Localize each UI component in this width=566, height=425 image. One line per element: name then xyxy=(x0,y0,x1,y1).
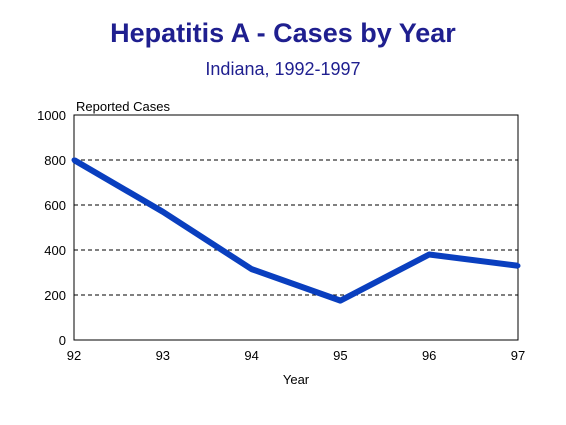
y-axis-label: Reported Cases xyxy=(76,99,170,114)
y-tick-label: 600 xyxy=(44,198,66,213)
x-axis-label: Year xyxy=(283,372,310,387)
y-tick-label: 800 xyxy=(44,153,66,168)
x-tick-label: 97 xyxy=(511,348,525,363)
chart-subtitle: Indiana, 1992-1997 xyxy=(205,59,361,79)
series-line xyxy=(72,157,519,304)
y-tick-label: 200 xyxy=(44,288,66,303)
y-tick-label: 0 xyxy=(59,333,66,348)
data-point xyxy=(337,298,343,304)
x-tick-label: 96 xyxy=(422,348,436,363)
data-point xyxy=(426,252,432,257)
y-tick-label: 1000 xyxy=(37,108,66,123)
chart-title: Hepatitis A - Cases by Year xyxy=(110,18,456,48)
x-tick-label: 94 xyxy=(244,348,258,363)
data-point xyxy=(71,157,77,163)
x-tick-label: 92 xyxy=(67,348,81,363)
data-point xyxy=(160,209,166,215)
plot-frame xyxy=(73,114,519,341)
x-tick-label: 93 xyxy=(156,348,170,363)
data-point xyxy=(249,266,255,272)
data-point xyxy=(515,263,521,269)
y-tick-label: 400 xyxy=(44,243,66,258)
x-tick-label: 95 xyxy=(333,348,347,363)
